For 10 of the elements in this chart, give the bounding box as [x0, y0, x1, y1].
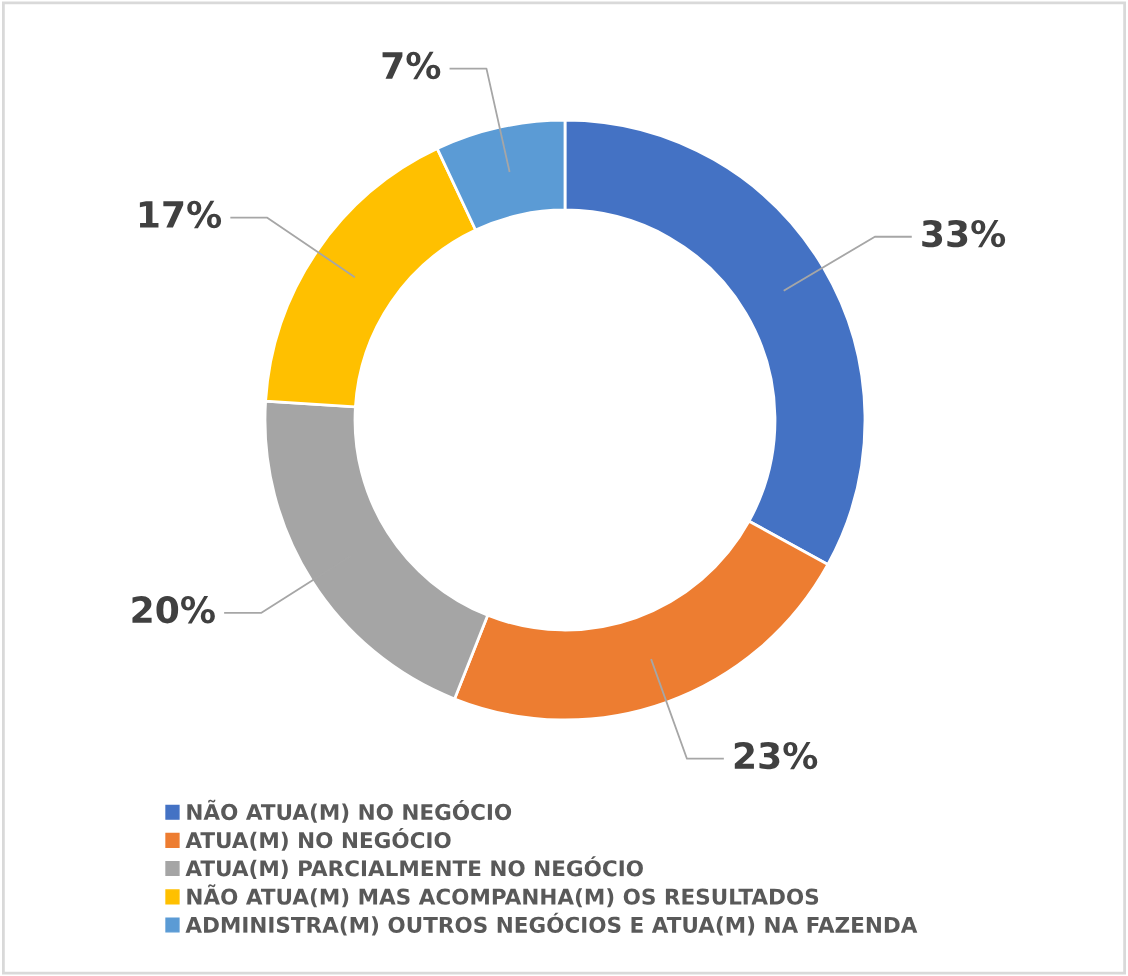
data-label: 33%	[922, 219, 1006, 248]
legend-label: NÃO ATUA(M) NO NEGÓCIO	[187, 799, 512, 823]
legend-label: ATUA(M) NO NEGÓCIO	[185, 828, 451, 851]
legend-label: NÃO ATUA(M) MAS ACOMPANHA(M) OS RESULTADOS	[187, 884, 819, 908]
legend-label: ADMINISTRA(M) OUTROS NEGÓCIOS E ATUA(M) NA FAZENDA	[185, 912, 918, 936]
data-label: 7%	[382, 51, 441, 80]
data-label: 20%	[132, 596, 215, 624]
data-label: 23%	[734, 741, 818, 770]
data-label: 17%	[139, 200, 222, 229]
legend-label: ATUA(M) PARCIALMENTE NO NEGÓCIO	[185, 856, 643, 879]
